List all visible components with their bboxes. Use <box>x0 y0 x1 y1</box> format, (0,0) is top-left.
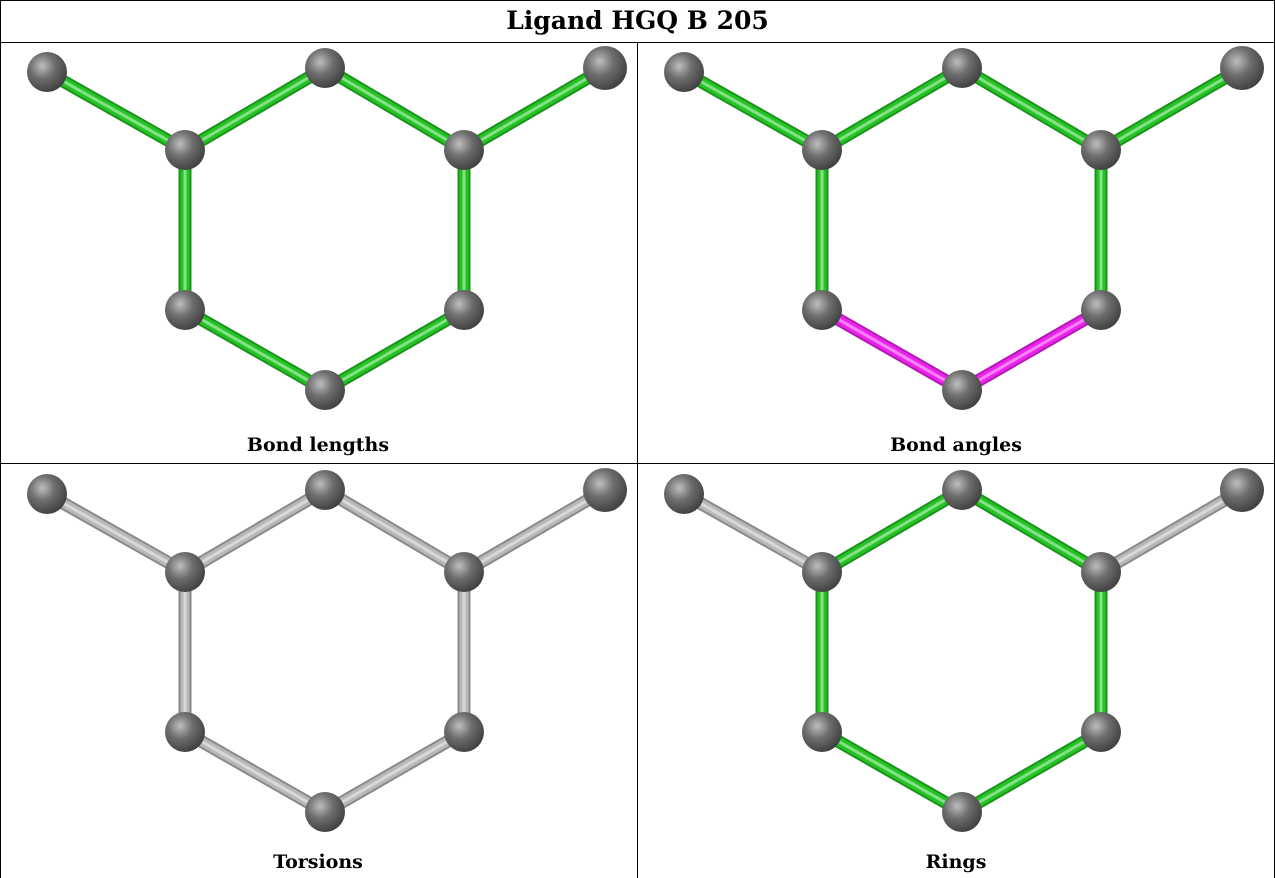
atom-3 <box>1081 130 1121 170</box>
atom-2 <box>305 48 345 88</box>
atom-7 <box>165 290 205 330</box>
bond-2-3 <box>321 62 468 156</box>
atom-0 <box>664 474 704 514</box>
atom-1 <box>802 130 842 170</box>
bond-2-3 <box>321 484 468 578</box>
bond-6-7 <box>181 304 329 396</box>
bond-0-1 <box>43 66 189 156</box>
column-divider <box>637 42 638 878</box>
atom-0 <box>27 474 67 514</box>
atom-5 <box>1081 712 1121 752</box>
caption-bond-lengths: Bond lengths <box>246 434 390 456</box>
molecule-bond-lengths <box>27 46 627 410</box>
atom-6 <box>305 370 345 410</box>
atom-1 <box>165 130 205 170</box>
bond-1-2 <box>181 62 329 156</box>
bond-3-4 <box>1097 62 1246 156</box>
bond-3-4 <box>460 62 609 156</box>
atom-7 <box>802 712 842 752</box>
atom-4 <box>1220 46 1264 90</box>
bond-0-1 <box>43 488 189 578</box>
caption-rings: Rings <box>925 851 987 873</box>
atom-4 <box>583 46 627 90</box>
atom-1 <box>802 552 842 592</box>
caption-torsions: Torsions <box>273 851 363 873</box>
atom-5 <box>444 290 484 330</box>
atom-6 <box>305 792 345 832</box>
bond-5-6 <box>321 304 468 396</box>
bond-1-2 <box>818 62 966 156</box>
atom-3 <box>1081 552 1121 592</box>
atom-2 <box>942 48 982 88</box>
atom-6 <box>942 370 982 410</box>
bond-3-4 <box>1097 484 1246 578</box>
atom-3 <box>444 552 484 592</box>
atom-3 <box>444 130 484 170</box>
molecule-torsions <box>27 468 627 832</box>
bond-5-6 <box>321 726 468 818</box>
panel-rings <box>640 466 1272 852</box>
bond-6-7 <box>181 726 329 818</box>
caption-bond-angles: Bond angles <box>890 434 1022 456</box>
atom-4 <box>583 468 627 512</box>
bond-6-7 <box>818 304 966 396</box>
atom-0 <box>27 52 67 92</box>
bond-1-2 <box>181 484 329 578</box>
atom-7 <box>802 290 842 330</box>
atom-2 <box>942 470 982 510</box>
bond-5-6 <box>958 726 1105 818</box>
bond-3-4 <box>460 484 609 578</box>
panel-bond-lengths <box>3 44 635 430</box>
atom-1 <box>165 552 205 592</box>
atom-7 <box>165 712 205 752</box>
atom-4 <box>1220 468 1264 512</box>
figure-title: Ligand HGQ B 205 <box>506 6 769 35</box>
panel-bond-angles <box>640 44 1272 430</box>
bond-5-6 <box>958 304 1105 396</box>
atom-2 <box>305 470 345 510</box>
molecule-bond-angles <box>664 46 1264 410</box>
atom-5 <box>1081 290 1121 330</box>
bond-1-2 <box>818 484 966 578</box>
molecule-rings <box>664 468 1264 832</box>
atom-6 <box>942 792 982 832</box>
bond-0-1 <box>680 488 826 578</box>
bond-2-3 <box>958 62 1105 156</box>
bond-0-1 <box>680 66 826 156</box>
atom-5 <box>444 712 484 752</box>
bond-6-7 <box>818 726 966 818</box>
atom-0 <box>664 52 704 92</box>
panel-torsions <box>3 466 635 852</box>
border-left <box>0 0 1 878</box>
border-top <box>0 0 1275 1</box>
bond-2-3 <box>958 484 1105 578</box>
